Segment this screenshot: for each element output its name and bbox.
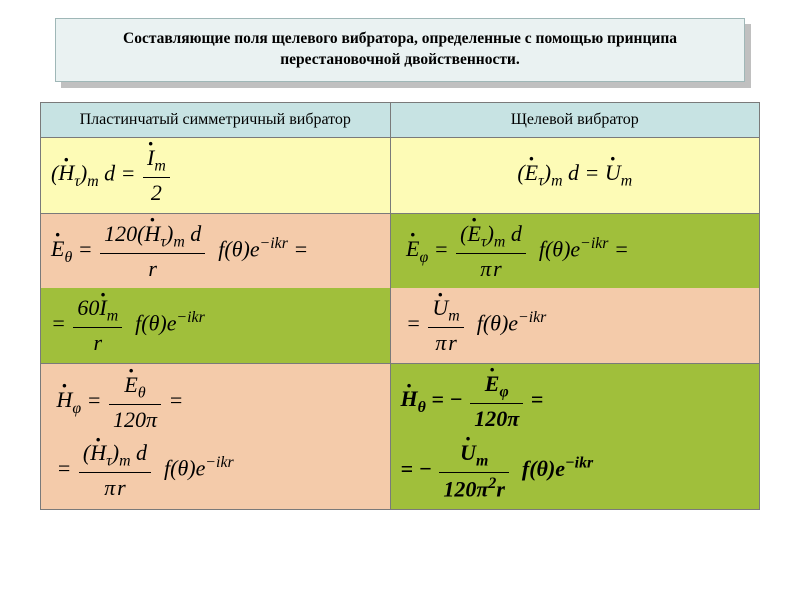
formula: (Eτ)m d = Um (401, 159, 749, 191)
cell-r2-left: Eθ = 120(Hτ)m dr f(θ)e−ikr = (41, 213, 391, 288)
formula: = (Hτ)m dπ r f(θ)e−ikr (51, 439, 380, 502)
header-left: Пластинчатый симметричный вибратор (41, 102, 391, 137)
table-row: = 60Imr f(θ)e−ikr = Umπ r f(θ)e−ikr (41, 288, 760, 363)
formula: Eφ = (Eτ)m dπ r f(θ)e−ikr = (401, 220, 749, 283)
formula: Eθ = 120(Hτ)m dr f(θ)e−ikr = (51, 220, 380, 283)
title-box: Составляющие поля щелевого вибратора, оп… (55, 18, 745, 82)
table-row: (Hτ)m d = Im2 (Eτ)m d = Um (41, 137, 760, 213)
cell-r3-left: = 60Imr f(θ)e−ikr (41, 288, 391, 363)
cell-r3-right: = Umπ r f(θ)e−ikr (390, 288, 759, 363)
formula: = Umπ r f(θ)e−ikr (401, 294, 749, 357)
formula-table: Пластинчатый симметричный вибратор Щелев… (40, 102, 760, 510)
formula: (Hτ)m d = Im2 (51, 144, 380, 207)
header-right-text: Щелевой вибратор (511, 111, 639, 128)
formula: = 60Imr f(θ)e−ikr (51, 294, 380, 357)
cell-r1-left: (Hτ)m d = Im2 (41, 137, 391, 213)
cell-r2-right: Eφ = (Eτ)m dπ r f(θ)e−ikr = (390, 213, 759, 288)
title-container: Составляющие поля щелевого вибратора, оп… (55, 18, 745, 82)
header-left-text: Пластинчатый симметричный вибратор (80, 111, 351, 128)
formula: Hθ = − Eφ120π = (401, 370, 749, 433)
formula: = − Um120π2r f(θ)e−ikr (401, 439, 749, 503)
cell-r1-right: (Eτ)m d = Um (390, 137, 759, 213)
table-row: Eθ = 120(Hτ)m dr f(θ)e−ikr = Eφ = (Eτ)m … (41, 213, 760, 288)
cell-r4-right: Hθ = − Eφ120π = = − Um120π2r f(θ)e−ikr (390, 363, 759, 509)
header-right: Щелевой вибратор (390, 102, 759, 137)
cell-r4-left: Hφ = Eθ120π = = (Hτ)m dπ r f(θ)e−ikr (41, 363, 391, 509)
page-title: Составляющие поля щелевого вибратора, оп… (123, 30, 677, 68)
table-row: Hφ = Eθ120π = = (Hτ)m dπ r f(θ)e−ikr Hθ … (41, 363, 760, 509)
formula: Hφ = Eθ120π = (51, 371, 380, 434)
